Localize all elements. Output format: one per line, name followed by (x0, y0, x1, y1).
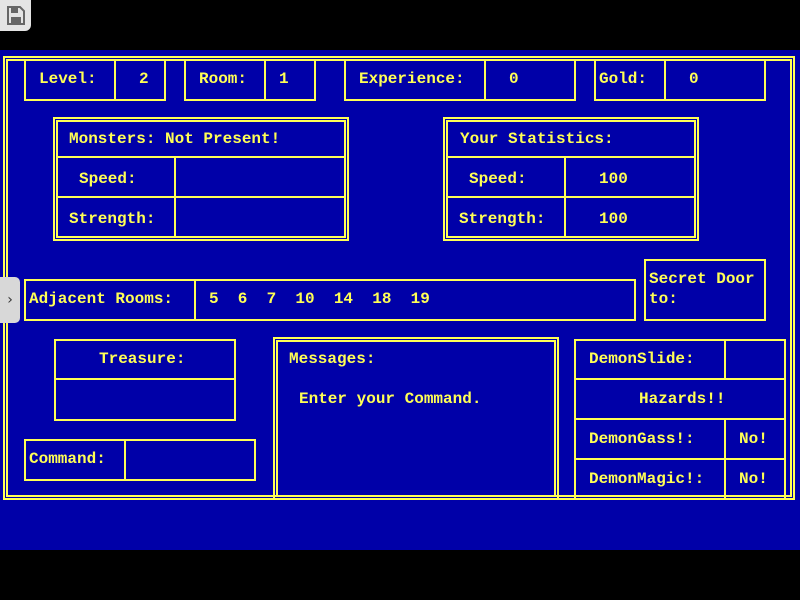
gold-label: Gold: (599, 70, 648, 88)
statistics-title: Your Statistics: (460, 130, 614, 148)
experience-box (344, 59, 576, 101)
secret-door-box (644, 259, 766, 321)
level-label: Level: (39, 70, 97, 88)
statistics-panel (443, 117, 699, 241)
monsters-title: Monsters: Not Present! (69, 130, 281, 148)
demongass-value: No! (739, 430, 768, 448)
messages-title: Messages: (289, 350, 376, 368)
demongass-label: DemonGass!: (589, 430, 695, 448)
gold-box (594, 59, 766, 101)
chevron-right-icon: › (7, 292, 13, 308)
save-button[interactable] (0, 0, 31, 31)
adjacent-rooms-label: Adjacent Rooms: (29, 290, 174, 308)
level-value: 2 (139, 70, 149, 88)
demonmagic-label: DemonMagic!: (589, 470, 705, 488)
room-label: Room: (199, 70, 248, 88)
floppy-disk-icon (7, 6, 25, 25)
secret-door-to: to: (649, 290, 678, 308)
adjacent-rooms-list: 5 6 7 10 14 18 19 (209, 290, 430, 308)
game-screen: Level: 2 Room: 1 Experience: 0 Gold: 0 M… (0, 50, 800, 550)
monsters-panel (53, 117, 349, 241)
demonmagic-value: No! (739, 470, 768, 488)
command-label: Command: (29, 450, 106, 468)
command-box (24, 439, 256, 481)
level-box (24, 59, 166, 101)
gold-value: 0 (689, 70, 699, 88)
demonslide-label: DemonSlide: (589, 350, 695, 368)
hazards-title: Hazards!! (639, 390, 726, 408)
monster-strength-label: Strength: (69, 210, 156, 228)
secret-door-label: Secret Door (649, 270, 755, 288)
experience-value: 0 (509, 70, 519, 88)
message-text: Enter your Command. (299, 390, 482, 408)
treasure-label: Treasure: (99, 350, 186, 368)
player-speed-label: Speed: (469, 170, 527, 188)
adjacent-rooms-box (24, 279, 636, 321)
room-value: 1 (279, 70, 289, 88)
side-panel-toggle[interactable]: › (0, 277, 20, 323)
player-strength-value: 100 (599, 210, 628, 228)
messages-panel (273, 337, 559, 500)
treasure-box (54, 339, 236, 421)
experience-label: Experience: (359, 70, 465, 88)
room-box (184, 59, 316, 101)
player-strength-label: Strength: (459, 210, 546, 228)
monster-speed-label: Speed: (79, 170, 137, 188)
player-speed-value: 100 (599, 170, 628, 188)
